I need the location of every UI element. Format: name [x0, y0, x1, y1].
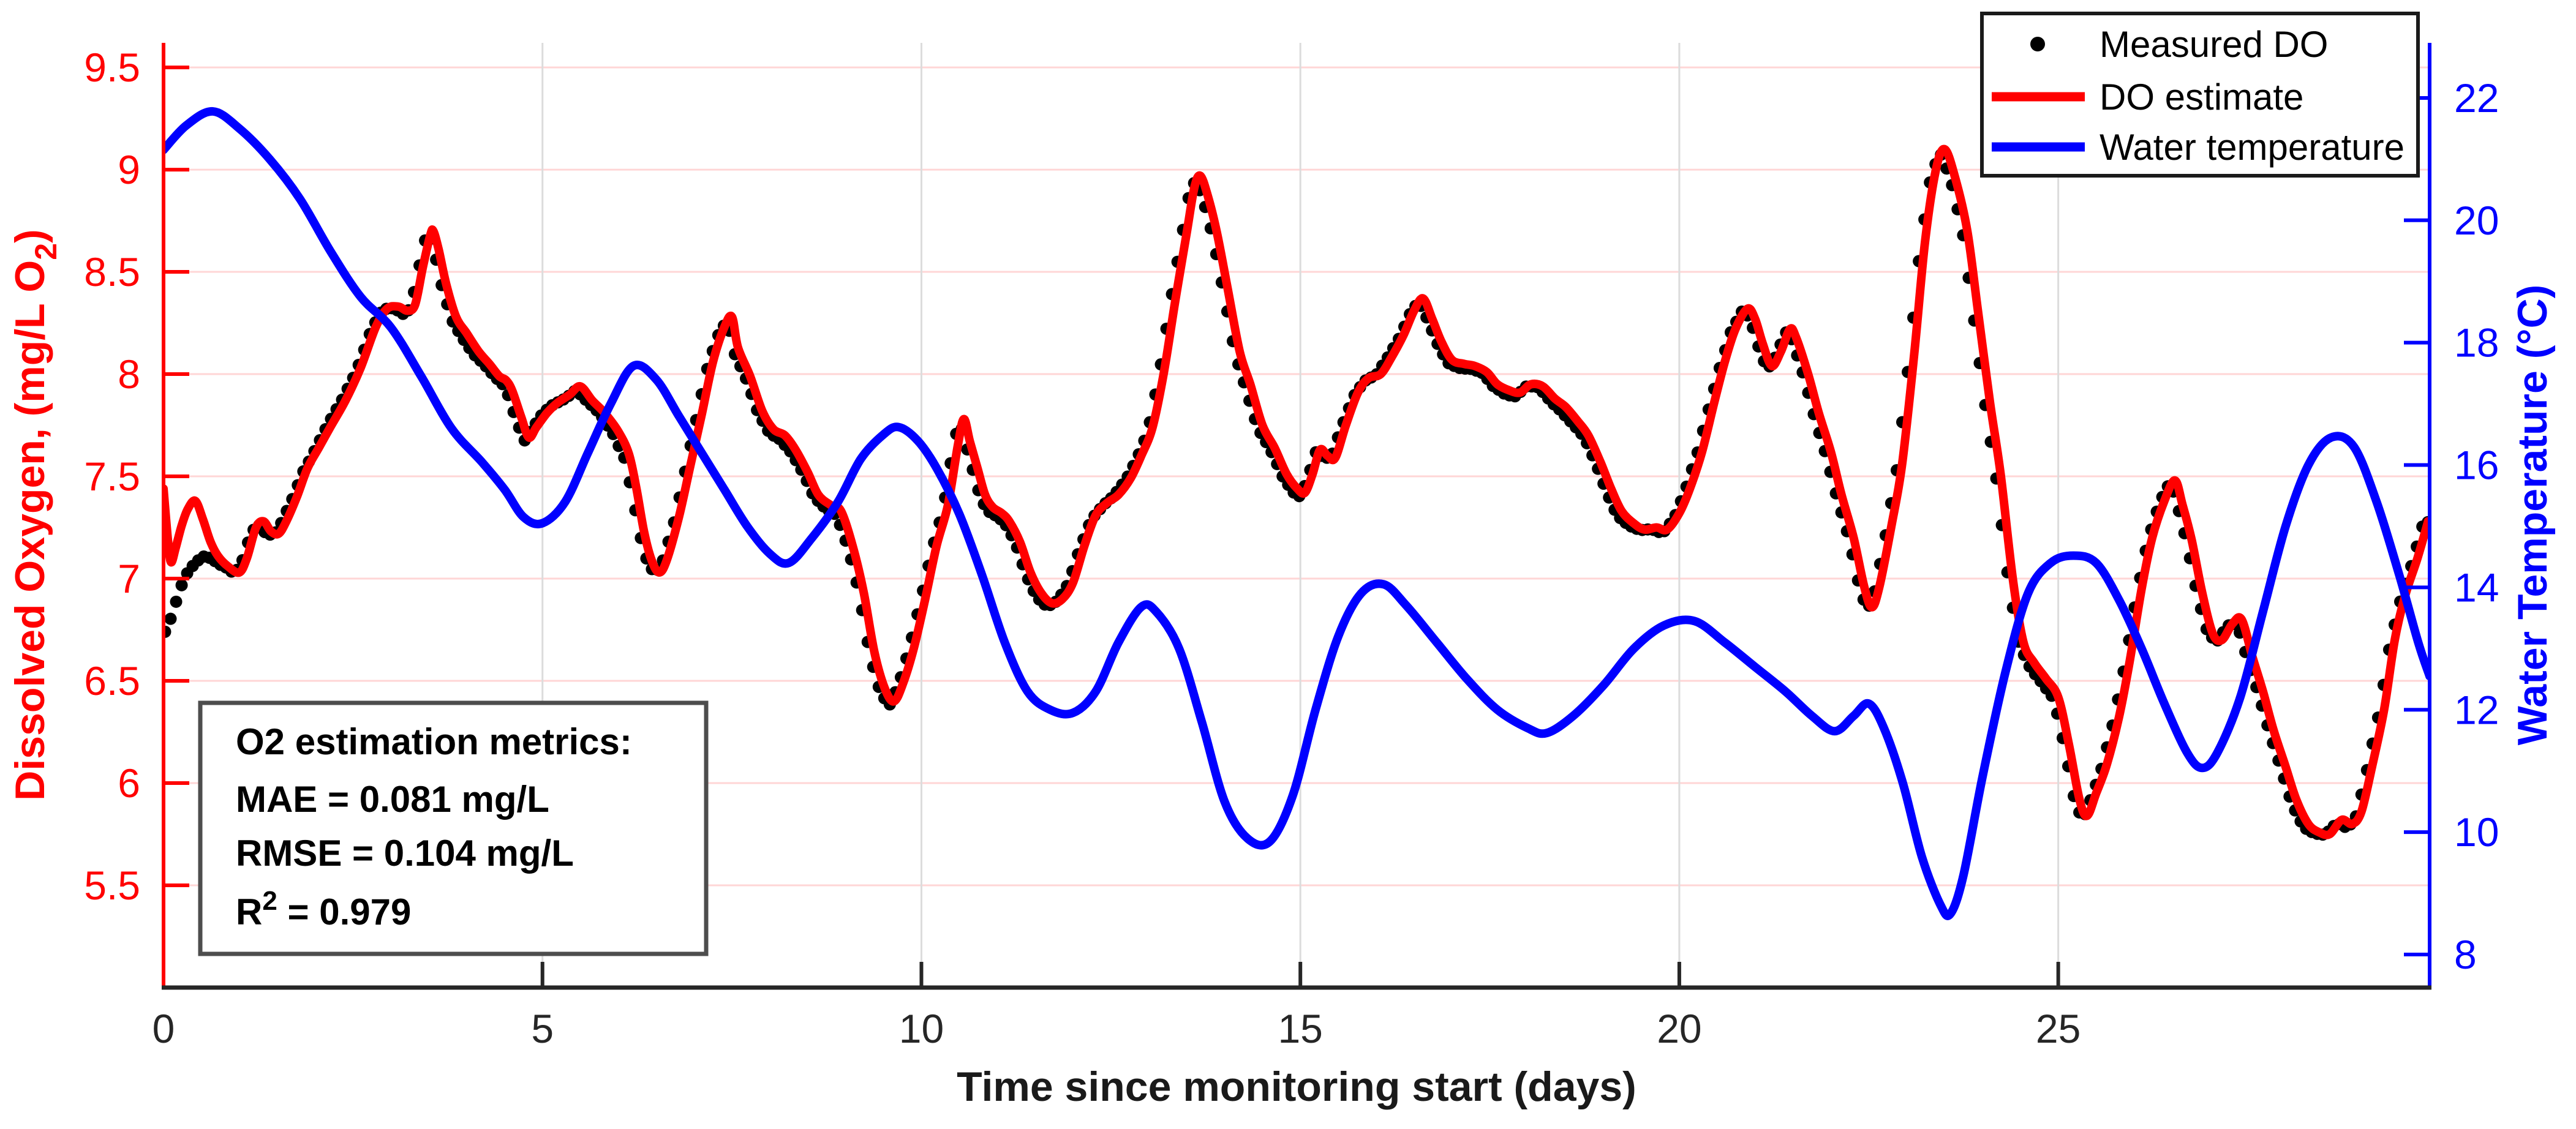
x-tick-label: 5	[531, 1006, 554, 1051]
legend-label-estimate: DO estimate	[2100, 77, 2303, 118]
right-tick-label: 10	[2454, 809, 2499, 855]
y-axis-label-right: Water Temperature (°C)	[2509, 285, 2556, 746]
y-axis-label-left: Dissolved Oxygen, (mg/L O2)	[7, 229, 63, 800]
metrics-title: O2 estimation metrics:	[236, 721, 632, 762]
x-tick-label: 0	[153, 1006, 175, 1051]
metrics-r2: R2 = 0.979	[236, 886, 411, 932]
left-tick-label: 8.5	[84, 249, 140, 294]
x-tick-label: 20	[1657, 1006, 1701, 1051]
tick-labels: 5.5 6 6.5 7 7.5 8 8.5 9 9.5 8 10 12 14 16 18 20 22 0 5 10 15…	[84, 45, 2499, 1051]
legend-label-measured: Measured DO	[2100, 24, 2328, 65]
x-tick-label: 10	[899, 1006, 944, 1051]
axes	[162, 43, 2431, 990]
do-estimate-line	[164, 144, 2430, 839]
measured-do-dot	[164, 625, 171, 638]
legend-dot-marker	[2030, 37, 2045, 51]
right-tick-label: 20	[2454, 198, 2499, 243]
left-tick-label: 9	[118, 147, 140, 192]
measured-do-dot	[175, 579, 188, 591]
right-tick-label: 16	[2454, 443, 2499, 488]
x-tick-label: 25	[2036, 1006, 2081, 1051]
right-tick-label: 12	[2454, 687, 2499, 732]
legend: Measured DO DO estimate Water temperatur…	[1980, 12, 2420, 178]
left-tick-label: 6.5	[84, 658, 140, 703]
x-axis-label: Time since monitoring start (days)	[957, 1063, 1636, 1110]
right-tick-label: 14	[2454, 564, 2499, 610]
left-tick-label: 7.5	[84, 454, 140, 499]
metrics-box-border	[198, 700, 709, 956]
measured-do-dot	[164, 612, 177, 625]
measured-do-dot	[170, 595, 183, 608]
x-tick-label: 15	[1278, 1006, 1322, 1051]
left-tick-label: 7	[118, 556, 140, 601]
water-temperature-line	[164, 107, 2430, 920]
left-tick-label: 5.5	[84, 863, 140, 908]
metrics-rmse: RMSE = 0.104 mg/L	[236, 833, 574, 874]
metrics-annotation-box: O2 estimation metrics: MAE = 0.081 mg/L …	[198, 700, 709, 956]
right-tick-label: 22	[2454, 75, 2499, 121]
right-tick-label: 18	[2454, 320, 2499, 366]
left-tick-label: 6	[118, 760, 140, 806]
legend-label-temperature: Water temperature	[2100, 127, 2405, 168]
left-tick-label: 9.5	[84, 45, 140, 90]
left-tick-label: 8	[118, 351, 140, 397]
metrics-mae: MAE = 0.081 mg/L	[236, 779, 549, 820]
right-tick-label: 8	[2454, 932, 2477, 977]
